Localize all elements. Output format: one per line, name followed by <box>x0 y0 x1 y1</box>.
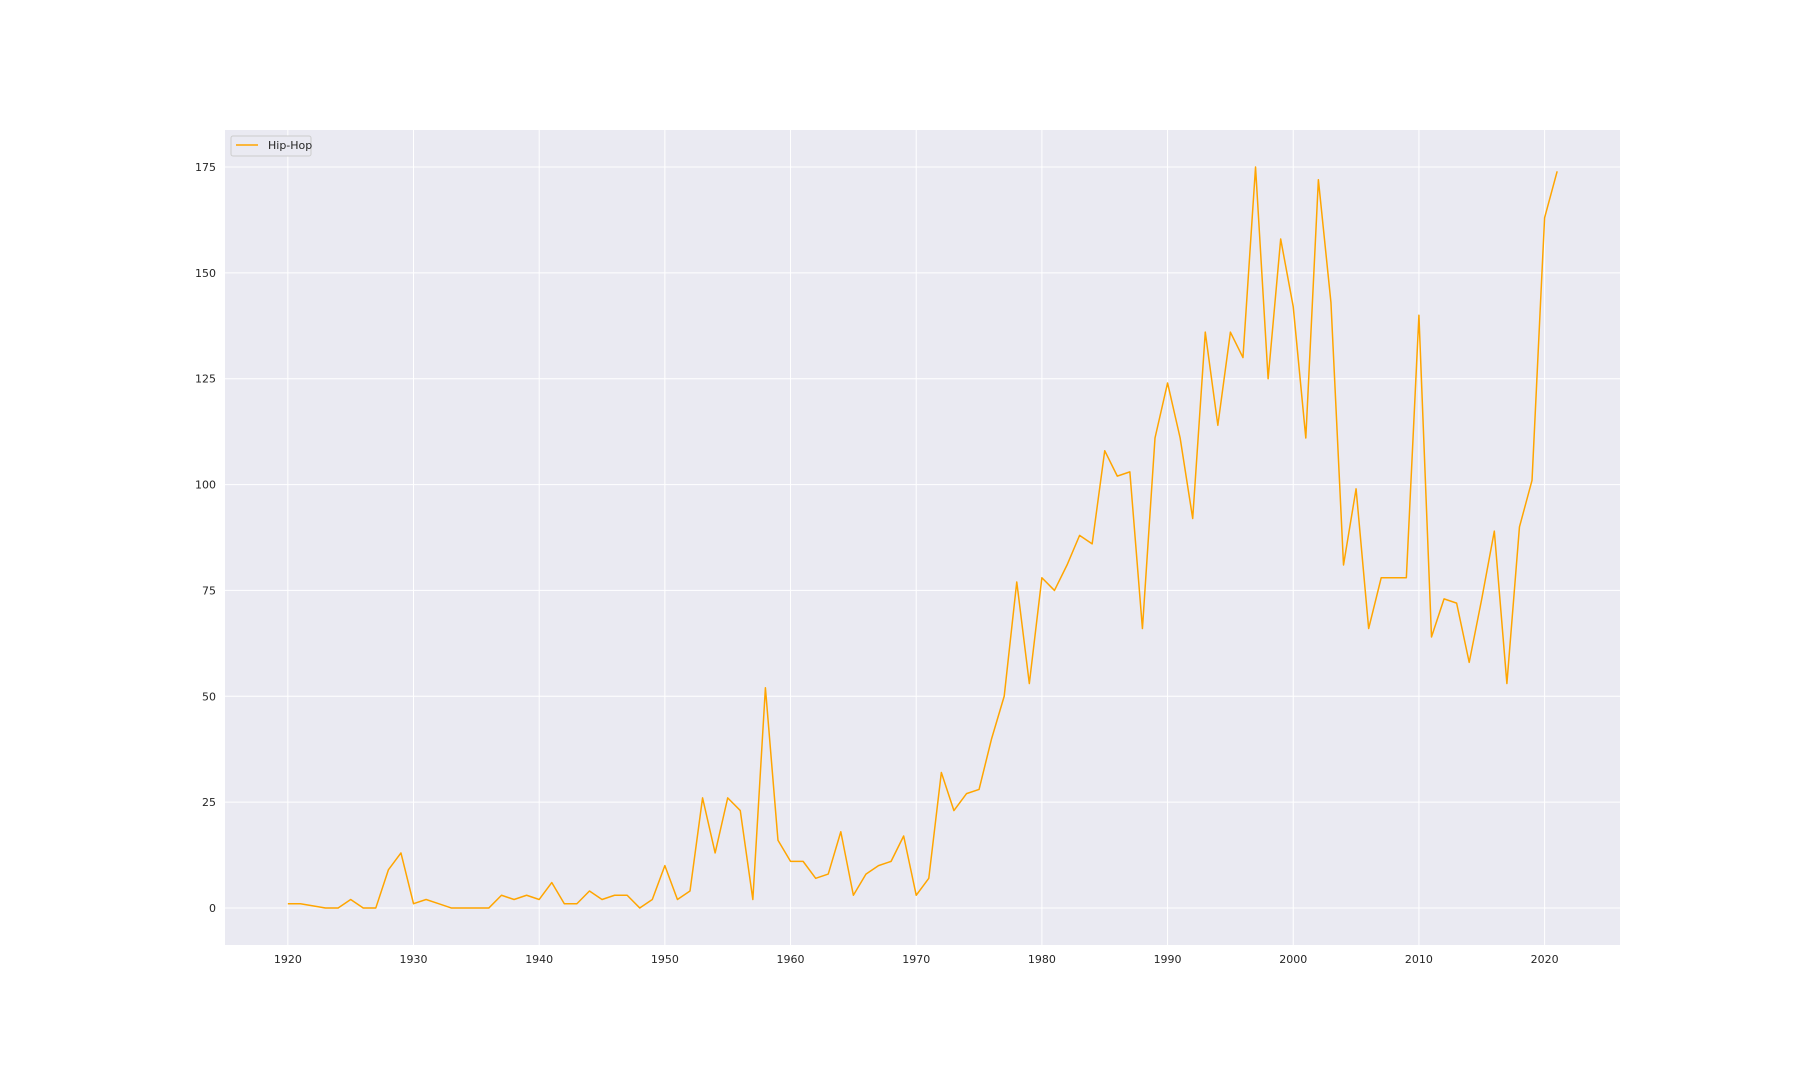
legend-box <box>230 135 312 157</box>
x-tick-label: 1920 <box>274 953 302 966</box>
x-tick-label: 1940 <box>525 953 553 966</box>
y-tick-label: 75 <box>202 584 216 597</box>
x-tick-label: 1960 <box>777 953 805 966</box>
x-tick-label: 2020 <box>1531 953 1559 966</box>
legend: Hip-Hop <box>230 135 312 157</box>
plot-background <box>225 130 1620 945</box>
y-tick-label: 50 <box>202 690 216 703</box>
series-line-hip-hop <box>287 166 1558 909</box>
y-tick-label: 150 <box>195 267 216 280</box>
x-tick-label: 2000 <box>1279 953 1307 966</box>
y-tick-label: 125 <box>195 373 216 386</box>
y-tick-label: 0 <box>209 902 216 915</box>
x-tick-label: 2010 <box>1405 953 1433 966</box>
series-layer <box>287 166 1558 909</box>
x-tick-label: 1990 <box>1154 953 1182 966</box>
x-tick-label: 1950 <box>651 953 679 966</box>
y-tick-label: 25 <box>202 796 216 809</box>
x-tick-labels: 1920 1930 1940 1950 1960 1970 1980 1990 2000 2010… <box>274 953 1559 966</box>
y-tick-labels: 0 25 50 75 100 125 150 175 <box>195 161 216 915</box>
y-tick-label: 100 <box>195 479 216 492</box>
legend-label-hip-hop: Hip-Hop <box>268 139 312 152</box>
y-tick-label: 175 <box>195 161 216 174</box>
x-tick-label: 1970 <box>902 953 930 966</box>
x-tick-label: 1980 <box>1028 953 1056 966</box>
x-tick-label: 1930 <box>400 953 428 966</box>
